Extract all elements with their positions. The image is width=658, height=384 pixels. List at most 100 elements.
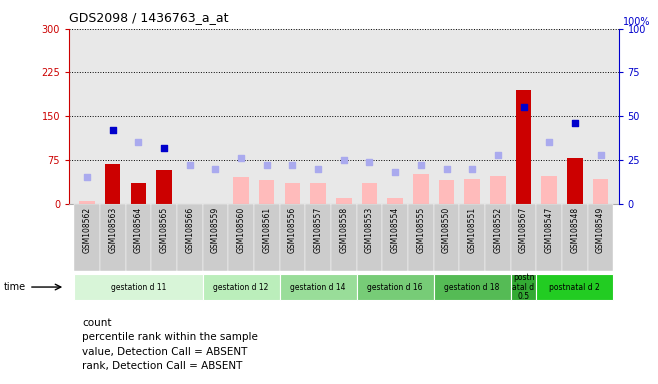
Bar xyxy=(126,204,151,271)
Point xyxy=(133,139,143,146)
Text: gestation d 18: gestation d 18 xyxy=(445,283,500,291)
Text: GSM108566: GSM108566 xyxy=(186,207,194,253)
Point xyxy=(493,152,503,158)
Point xyxy=(416,162,426,168)
Bar xyxy=(254,204,280,271)
Bar xyxy=(280,274,357,300)
Bar xyxy=(413,174,428,204)
Text: 100%: 100% xyxy=(622,17,650,27)
Point xyxy=(261,162,272,168)
Text: GSM108567: GSM108567 xyxy=(519,207,528,253)
Point xyxy=(313,166,323,172)
Bar xyxy=(511,204,536,271)
Text: GSM108557: GSM108557 xyxy=(314,207,322,253)
Bar xyxy=(357,204,382,271)
Text: gestation d 12: gestation d 12 xyxy=(213,283,269,291)
Text: time: time xyxy=(3,282,26,292)
Bar xyxy=(408,204,434,271)
Text: value, Detection Call = ABSENT: value, Detection Call = ABSENT xyxy=(82,347,247,357)
Point xyxy=(519,104,529,111)
Text: GSM108562: GSM108562 xyxy=(82,207,91,253)
Text: gestation d 16: gestation d 16 xyxy=(367,283,423,291)
Text: GSM108559: GSM108559 xyxy=(211,207,220,253)
Point xyxy=(570,120,580,126)
Text: GSM108552: GSM108552 xyxy=(494,207,502,253)
Text: GSM108547: GSM108547 xyxy=(545,207,553,253)
Bar xyxy=(516,90,531,204)
Point xyxy=(390,169,401,175)
Bar xyxy=(490,175,505,204)
Bar xyxy=(100,204,126,271)
Text: GSM108554: GSM108554 xyxy=(391,207,399,253)
Text: GSM108561: GSM108561 xyxy=(263,207,271,253)
Bar xyxy=(362,183,377,204)
Point xyxy=(236,155,246,161)
Bar xyxy=(305,204,331,271)
Text: GSM108565: GSM108565 xyxy=(160,207,168,253)
Text: count: count xyxy=(82,318,112,328)
Bar xyxy=(228,204,254,271)
Point xyxy=(467,166,478,172)
Bar xyxy=(177,204,203,271)
Bar xyxy=(511,274,536,300)
Bar xyxy=(203,274,280,300)
Text: gestation d 14: gestation d 14 xyxy=(290,283,346,291)
Bar xyxy=(157,170,172,204)
Text: GDS2098 / 1436763_a_at: GDS2098 / 1436763_a_at xyxy=(69,12,228,25)
Bar xyxy=(105,164,120,204)
Bar xyxy=(388,198,403,204)
Point xyxy=(184,162,195,168)
Text: GSM108558: GSM108558 xyxy=(340,207,348,253)
Text: GSM108560: GSM108560 xyxy=(237,207,245,253)
Bar xyxy=(259,180,274,204)
Bar xyxy=(131,183,146,204)
Text: GSM108550: GSM108550 xyxy=(442,207,451,253)
Text: GSM108551: GSM108551 xyxy=(468,207,476,253)
Text: postn
atal d
0.5: postn atal d 0.5 xyxy=(513,273,534,301)
Text: percentile rank within the sample: percentile rank within the sample xyxy=(82,332,258,342)
Text: GSM108556: GSM108556 xyxy=(288,207,297,253)
Text: GSM108563: GSM108563 xyxy=(108,207,117,253)
Text: rank, Detection Call = ABSENT: rank, Detection Call = ABSENT xyxy=(82,361,243,371)
Bar xyxy=(203,204,228,271)
Bar xyxy=(357,274,434,300)
Bar xyxy=(285,183,300,204)
Bar xyxy=(434,274,511,300)
Text: postnatal d 2: postnatal d 2 xyxy=(549,283,600,291)
Bar xyxy=(74,204,100,271)
Text: GSM108553: GSM108553 xyxy=(365,207,374,253)
Bar xyxy=(80,200,95,204)
Bar xyxy=(434,204,459,271)
Bar xyxy=(485,204,511,271)
Bar xyxy=(311,183,326,204)
Bar xyxy=(74,274,203,300)
Bar xyxy=(280,204,305,271)
Bar xyxy=(536,274,613,300)
Bar xyxy=(536,204,562,271)
Bar xyxy=(567,158,582,204)
Point xyxy=(210,166,220,172)
Bar xyxy=(562,204,588,271)
Bar xyxy=(593,179,608,204)
Point xyxy=(339,157,349,163)
Bar xyxy=(588,204,613,271)
Bar xyxy=(331,204,357,271)
Point xyxy=(544,139,555,146)
Point xyxy=(159,144,169,151)
Bar xyxy=(336,198,351,204)
Point xyxy=(287,162,297,168)
Bar xyxy=(542,175,557,204)
Text: GSM108549: GSM108549 xyxy=(596,207,605,253)
Bar xyxy=(465,179,480,204)
Text: GSM108555: GSM108555 xyxy=(417,207,425,253)
Text: GSM108548: GSM108548 xyxy=(570,207,580,253)
Text: gestation d 11: gestation d 11 xyxy=(111,283,166,291)
Point xyxy=(442,166,452,172)
Bar xyxy=(459,204,485,271)
Point xyxy=(107,127,118,133)
Point xyxy=(82,174,92,180)
Bar xyxy=(151,204,177,271)
Bar xyxy=(382,204,408,271)
Bar xyxy=(439,180,454,204)
Text: GSM108564: GSM108564 xyxy=(134,207,143,253)
